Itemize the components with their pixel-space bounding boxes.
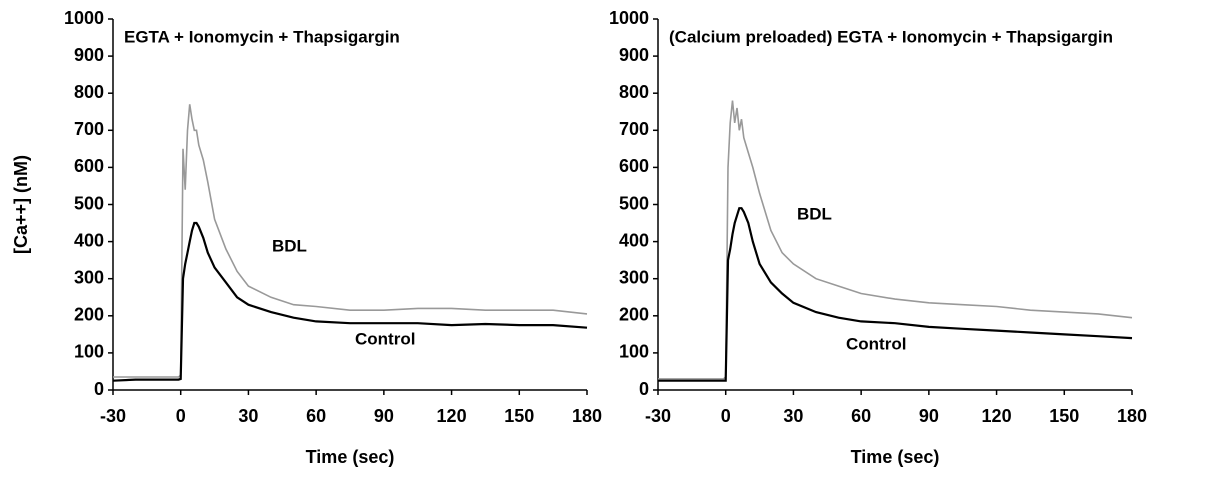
y-tick-label: 700 (619, 119, 649, 139)
y-tick-label: 300 (74, 267, 104, 287)
x-tick-label: 180 (1117, 406, 1147, 426)
x-tick-label: 120 (437, 406, 467, 426)
y-tick-label: 200 (74, 305, 104, 325)
y-tick-label: 1000 (64, 8, 104, 28)
y-tick-label: 800 (74, 82, 104, 102)
y-tick-label: 200 (619, 305, 649, 325)
x-tick-label: -30 (100, 406, 126, 426)
y-tick-label: 100 (74, 342, 104, 362)
series-label: BDL (272, 236, 307, 255)
x-tick-label: 30 (783, 406, 803, 426)
x-tick-label: 120 (982, 406, 1012, 426)
x-tick-label: 0 (176, 406, 186, 426)
y-tick-label: 900 (619, 45, 649, 65)
x-axis-label: Time (sec) (851, 447, 940, 467)
chart-title: (Calcium preloaded) EGTA + Ionomycin + T… (669, 27, 1113, 46)
y-tick-label: 400 (619, 230, 649, 250)
y-tick-label: 300 (619, 267, 649, 287)
series-label: BDL (797, 204, 832, 223)
y-tick-label: 700 (74, 119, 104, 139)
y-tick-label: 400 (74, 230, 104, 250)
x-tick-label: 150 (504, 406, 534, 426)
y-tick-label: 0 (94, 379, 104, 399)
y-tick-label: 500 (74, 193, 104, 213)
y-tick-label: 800 (619, 82, 649, 102)
y-tick-label: 600 (74, 156, 104, 176)
y-tick-label: 1000 (609, 8, 649, 28)
y-axis-label: [Ca++] (nM) (11, 155, 31, 254)
x-tick-label: 0 (721, 406, 731, 426)
x-tick-label: 30 (238, 406, 258, 426)
x-tick-label: 60 (851, 406, 871, 426)
x-tick-label: 180 (572, 406, 602, 426)
series-line (113, 104, 588, 378)
y-tick-label: 0 (639, 379, 649, 399)
x-axis-label: Time (sec) (306, 447, 395, 467)
y-tick-label: 900 (74, 45, 104, 65)
series-label: Control (355, 329, 415, 348)
series-label: Control (846, 334, 906, 353)
y-tick-label: 600 (619, 156, 649, 176)
series-line (658, 207, 1133, 382)
x-tick-label: 90 (919, 406, 939, 426)
series-line (658, 100, 1133, 380)
y-tick-label: 500 (619, 193, 649, 213)
x-tick-label: 150 (1049, 406, 1079, 426)
chart-title: EGTA + Ionomycin + Thapsigargin (124, 27, 400, 46)
x-tick-label: 60 (306, 406, 326, 426)
x-tick-label: -30 (645, 406, 671, 426)
series-line (112, 221, 588, 382)
x-tick-label: 90 (374, 406, 394, 426)
y-tick-label: 100 (619, 342, 649, 362)
